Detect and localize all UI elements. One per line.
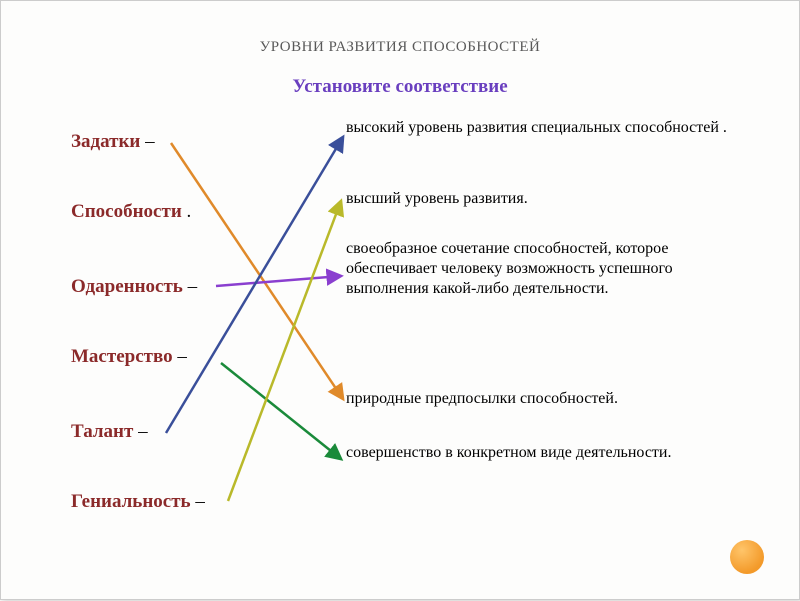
definition-1: высший уровень развития. bbox=[346, 189, 746, 209]
term-dash: – bbox=[133, 421, 147, 442]
term-dash: – bbox=[183, 276, 197, 297]
term-0: Задатки – bbox=[71, 131, 155, 153]
term-4: Талант – bbox=[71, 421, 148, 443]
definition-2: своеобразное сочетание способностей, кот… bbox=[346, 239, 746, 299]
term-label: Талант bbox=[71, 421, 133, 442]
term-3: Мастерство – bbox=[71, 346, 187, 368]
term-label: Способности bbox=[71, 201, 182, 222]
term-1: Способности . bbox=[71, 201, 191, 223]
term-2: Одаренность – bbox=[71, 276, 197, 298]
definition-4: совершенство в конкретном виде деятельно… bbox=[346, 443, 746, 463]
term-label: Гениальность bbox=[71, 491, 191, 512]
term-dash: – bbox=[191, 491, 205, 512]
match-arrow-0 bbox=[171, 143, 343, 399]
slide-title: УРОВНИ РАЗВИТИЯ СПОСОБНОСТЕЙ bbox=[1, 39, 799, 56]
term-dash: – bbox=[140, 131, 154, 152]
term-label: Мастерство bbox=[71, 346, 173, 367]
definition-3: природные предпосылки способностей. bbox=[346, 389, 746, 409]
term-dash: . bbox=[182, 201, 192, 222]
match-arrow-2 bbox=[221, 363, 341, 459]
next-slide-button[interactable] bbox=[730, 540, 764, 574]
slide-subtitle: Установите соответствие bbox=[1, 76, 799, 98]
definition-0: высокий уровень развития специальных спо… bbox=[346, 118, 746, 138]
match-arrow-1 bbox=[216, 276, 341, 286]
term-label: Задатки bbox=[71, 131, 140, 152]
term-dash: – bbox=[173, 346, 187, 367]
match-arrow-4 bbox=[228, 201, 341, 501]
term-label: Одаренность bbox=[71, 276, 183, 297]
term-5: Гениальность – bbox=[71, 491, 205, 513]
